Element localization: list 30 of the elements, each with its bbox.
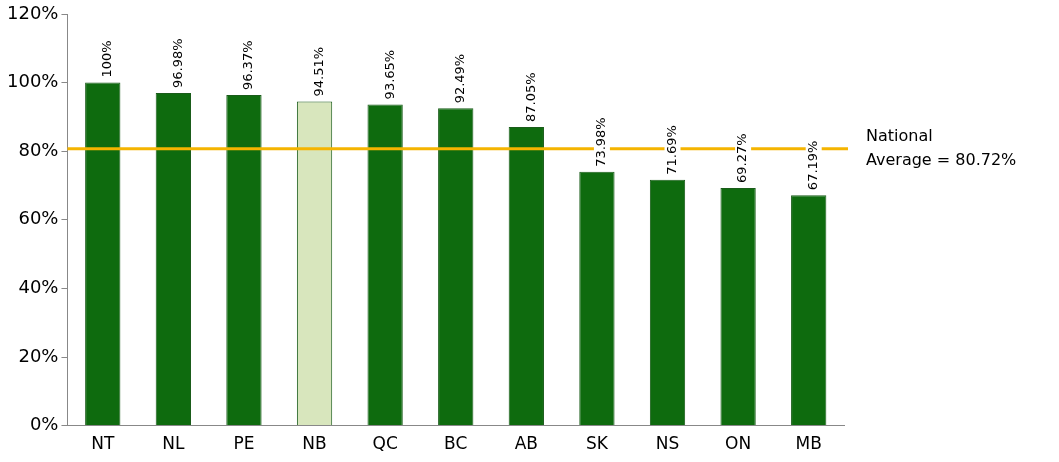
x-tick-label: AB <box>514 433 538 454</box>
x-tick-label: PE <box>233 433 255 454</box>
data-label: 100% <box>99 40 115 78</box>
x-tick-label: NB <box>302 433 327 454</box>
y-tick-label: 20% <box>18 344 59 366</box>
data-label: 87.05% <box>522 72 538 123</box>
data-label: 67.19% <box>805 140 821 191</box>
data-label: 96.98% <box>169 38 185 88</box>
x-tick-label: QC <box>372 433 398 454</box>
data-label: 71.69% <box>663 125 679 175</box>
y-tick-label: 80% <box>18 138 59 160</box>
data-label: 93.65% <box>381 49 397 100</box>
data-label: 69.27% <box>734 133 750 183</box>
x-tick-label: NS <box>655 433 680 454</box>
x-tick-label: ON <box>725 433 752 454</box>
x-tick-label: SK <box>585 433 609 454</box>
x-tick-label: NL <box>162 433 185 454</box>
ref-line-label: National Average = 80.72% <box>866 125 1017 169</box>
x-tick-label: MB <box>795 433 822 454</box>
data-label: 92.49% <box>452 53 468 104</box>
data-label: 96.37% <box>240 40 256 91</box>
y-tick-label: 40% <box>18 276 59 298</box>
x-tick-label: NT <box>91 433 115 454</box>
y-tick-label: 120% <box>6 1 59 23</box>
data-label: 94.51% <box>310 46 326 97</box>
y-tick-label: 0% <box>29 413 59 435</box>
data-label: 73.98% <box>593 117 609 167</box>
y-tick-label: 60% <box>18 207 59 229</box>
x-tick-label: BC <box>444 433 468 454</box>
y-tick-label: 100% <box>6 70 59 92</box>
